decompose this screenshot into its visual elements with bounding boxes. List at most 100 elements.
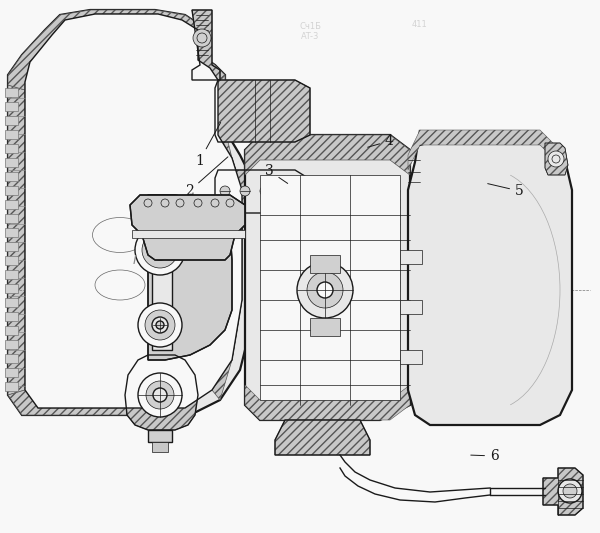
Bar [260, 175, 400, 400]
Polygon shape [262, 215, 300, 360]
Text: 2: 2 [185, 157, 228, 198]
Text: 3: 3 [265, 164, 288, 183]
Polygon shape [5, 256, 18, 265]
Text: АT-3: АT-3 [301, 32, 319, 41]
Polygon shape [5, 270, 18, 279]
Polygon shape [5, 228, 18, 237]
Circle shape [280, 186, 290, 196]
Polygon shape [152, 210, 172, 350]
Polygon shape [148, 430, 172, 442]
Bar [148, 430, 172, 442]
Polygon shape [5, 158, 18, 167]
Circle shape [138, 373, 182, 417]
Polygon shape [5, 130, 18, 139]
Polygon shape [5, 144, 18, 153]
Circle shape [260, 186, 270, 196]
Circle shape [150, 240, 170, 260]
Bar [310, 318, 340, 336]
Text: 411: 411 [412, 20, 428, 29]
Text: 4: 4 [368, 134, 394, 148]
Circle shape [194, 199, 202, 207]
Polygon shape [8, 10, 255, 415]
Polygon shape [350, 360, 400, 385]
Polygon shape [262, 190, 300, 215]
Polygon shape [130, 195, 245, 260]
Polygon shape [275, 420, 370, 455]
Bar [400, 250, 422, 264]
Circle shape [317, 282, 333, 298]
Polygon shape [5, 354, 18, 363]
Polygon shape [130, 195, 245, 260]
Polygon shape [5, 340, 18, 349]
Polygon shape [8, 10, 225, 135]
Polygon shape [545, 143, 568, 175]
Bar [132, 230, 245, 238]
Text: Cч1Б: Cч1Б [299, 22, 321, 31]
Circle shape [145, 310, 175, 340]
Polygon shape [245, 385, 410, 420]
Polygon shape [5, 284, 18, 293]
Polygon shape [5, 368, 18, 377]
Polygon shape [5, 326, 18, 335]
Circle shape [211, 199, 219, 207]
Circle shape [138, 303, 182, 347]
Polygon shape [212, 135, 242, 390]
Circle shape [193, 29, 211, 47]
Polygon shape [8, 85, 25, 395]
Circle shape [297, 262, 353, 318]
Polygon shape [350, 190, 400, 215]
Bar [400, 300, 422, 314]
Polygon shape [5, 298, 18, 307]
Polygon shape [25, 14, 242, 408]
Polygon shape [215, 80, 310, 142]
Bar [310, 255, 340, 273]
Polygon shape [148, 195, 232, 360]
Bar [152, 210, 172, 350]
Circle shape [226, 199, 234, 207]
Polygon shape [5, 200, 18, 209]
Polygon shape [5, 102, 18, 111]
Polygon shape [5, 116, 18, 125]
Polygon shape [245, 135, 410, 175]
Polygon shape [5, 312, 18, 321]
Bar [152, 442, 168, 452]
Circle shape [152, 317, 168, 333]
Circle shape [142, 232, 178, 268]
Polygon shape [5, 88, 18, 97]
Polygon shape [408, 130, 572, 425]
Bar [400, 350, 422, 364]
Polygon shape [215, 170, 308, 213]
Polygon shape [5, 242, 18, 251]
Polygon shape [408, 130, 565, 170]
Circle shape [307, 272, 343, 308]
Polygon shape [5, 186, 18, 195]
Text: 5: 5 [488, 184, 524, 198]
Polygon shape [212, 75, 242, 400]
Polygon shape [192, 10, 220, 80]
Polygon shape [5, 172, 18, 181]
Polygon shape [350, 215, 400, 360]
Circle shape [153, 388, 167, 402]
Polygon shape [245, 135, 410, 420]
Polygon shape [543, 468, 583, 515]
Circle shape [146, 381, 174, 409]
Circle shape [144, 199, 152, 207]
Circle shape [563, 484, 577, 498]
Circle shape [558, 479, 582, 503]
Text: 1: 1 [195, 123, 221, 168]
Polygon shape [5, 382, 18, 391]
Circle shape [240, 186, 250, 196]
Circle shape [161, 199, 169, 207]
Circle shape [176, 199, 184, 207]
Text: 6: 6 [471, 449, 499, 463]
Circle shape [548, 151, 564, 167]
Polygon shape [262, 360, 300, 385]
Circle shape [155, 245, 165, 255]
Circle shape [220, 186, 230, 196]
Circle shape [135, 225, 185, 275]
Polygon shape [132, 230, 245, 238]
Circle shape [156, 321, 164, 329]
Polygon shape [125, 355, 198, 430]
Polygon shape [148, 195, 232, 360]
Polygon shape [5, 214, 18, 223]
